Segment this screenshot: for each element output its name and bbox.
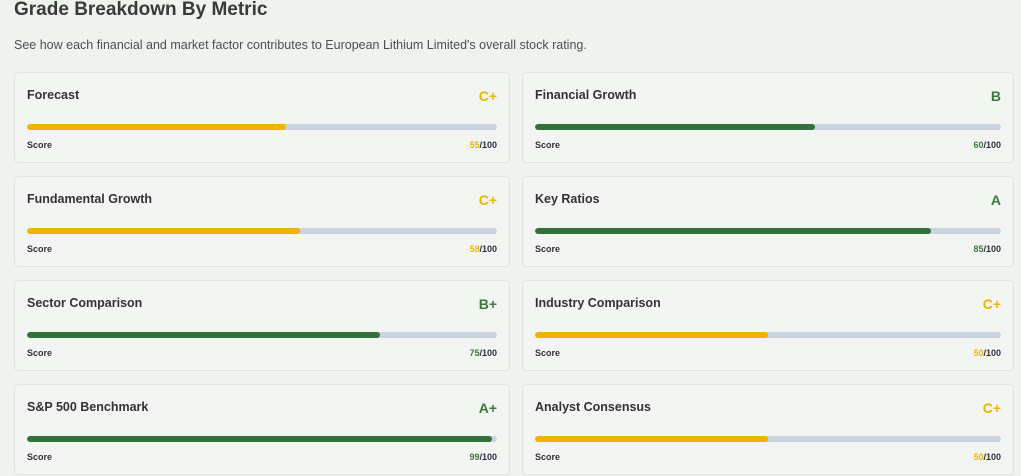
metric-grade: B (990, 88, 1001, 104)
metric-name: Fundamental Growth (27, 192, 152, 206)
score-number: 99 (469, 452, 480, 462)
metric-card: Key Ratios A Score 85/100 (522, 176, 1014, 267)
score-value: 99/100 (469, 452, 497, 462)
score-bar-track (535, 228, 1001, 234)
score-label: Score (535, 244, 561, 254)
score-bar-track (27, 228, 497, 234)
score-max: /100 (983, 452, 1001, 462)
score-value: 75/100 (469, 348, 497, 358)
metric-grade: C+ (478, 88, 497, 104)
metric-grade: C+ (982, 400, 1001, 416)
score-number: 50 (973, 452, 984, 462)
score-label: Score (27, 140, 53, 150)
score-bar-fill (27, 436, 493, 442)
metric-name: Forecast (27, 88, 80, 102)
score-bar-fill (535, 436, 768, 442)
score-max: /100 (479, 348, 497, 358)
metric-name: S&P 500 Benchmark (27, 400, 149, 414)
metric-name: Key Ratios (535, 192, 600, 206)
metric-name: Industry Comparison (535, 296, 661, 310)
score-bar-fill (27, 124, 286, 130)
metric-grid: Forecast C+ Score 55/100 Financial Growth… (14, 72, 1014, 475)
page-subtitle: See how each financial and market factor… (14, 38, 587, 52)
metric-card: Financial Growth B Score 60/100 (522, 72, 1014, 163)
score-bar-track (535, 436, 1001, 442)
score-bar-fill (535, 124, 815, 130)
metric-grade: A+ (478, 400, 497, 416)
score-bar-track (535, 332, 1001, 338)
score-bar-track (27, 124, 497, 130)
score-bar-track (535, 124, 1001, 130)
metric-card: Industry Comparison C+ Score 50/100 (522, 280, 1014, 371)
score-max: /100 (479, 244, 497, 254)
score-max: /100 (983, 140, 1001, 150)
score-number: 85 (973, 244, 984, 254)
score-label: Score (535, 140, 561, 150)
metric-grade: C+ (478, 192, 497, 208)
score-bar-fill (535, 228, 932, 234)
metric-name: Sector Comparison (27, 296, 143, 310)
score-value: 85/100 (973, 244, 1001, 254)
score-number: 60 (973, 140, 984, 150)
metric-card: S&P 500 Benchmark A+ Score 99/100 (14, 384, 510, 475)
score-max: /100 (479, 452, 497, 462)
metric-name: Analyst Consensus (535, 400, 652, 414)
score-bar-track (27, 436, 497, 442)
metric-grade: B+ (478, 296, 497, 312)
metric-name: Financial Growth (535, 88, 637, 102)
score-number: 58 (469, 244, 480, 254)
metric-card: Analyst Consensus C+ Score 50/100 (522, 384, 1014, 475)
score-value: 60/100 (973, 140, 1001, 150)
score-label: Score (27, 348, 53, 358)
score-bar-fill (27, 332, 380, 338)
score-max: /100 (983, 244, 1001, 254)
score-value: 55/100 (469, 140, 497, 150)
metric-card: Sector Comparison B+ Score 75/100 (14, 280, 510, 371)
metric-grade: A (990, 192, 1001, 208)
score-number: 50 (973, 348, 984, 358)
metric-card: Fundamental Growth C+ Score 58/100 (14, 176, 510, 267)
score-bar-fill (535, 332, 768, 338)
page-title: Grade Breakdown By Metric (14, 0, 268, 20)
score-bar-track (27, 332, 497, 338)
score-label: Score (535, 348, 561, 358)
score-number: 75 (469, 348, 480, 358)
score-label: Score (27, 244, 53, 254)
score-value: 50/100 (973, 452, 1001, 462)
score-max: /100 (479, 140, 497, 150)
metric-card: Forecast C+ Score 55/100 (14, 72, 510, 163)
score-label: Score (535, 452, 561, 462)
score-label: Score (27, 452, 53, 462)
score-bar-fill (27, 228, 300, 234)
metric-grade: C+ (982, 296, 1001, 312)
score-number: 55 (469, 140, 480, 150)
score-value: 58/100 (469, 244, 497, 254)
score-max: /100 (983, 348, 1001, 358)
score-value: 50/100 (973, 348, 1001, 358)
